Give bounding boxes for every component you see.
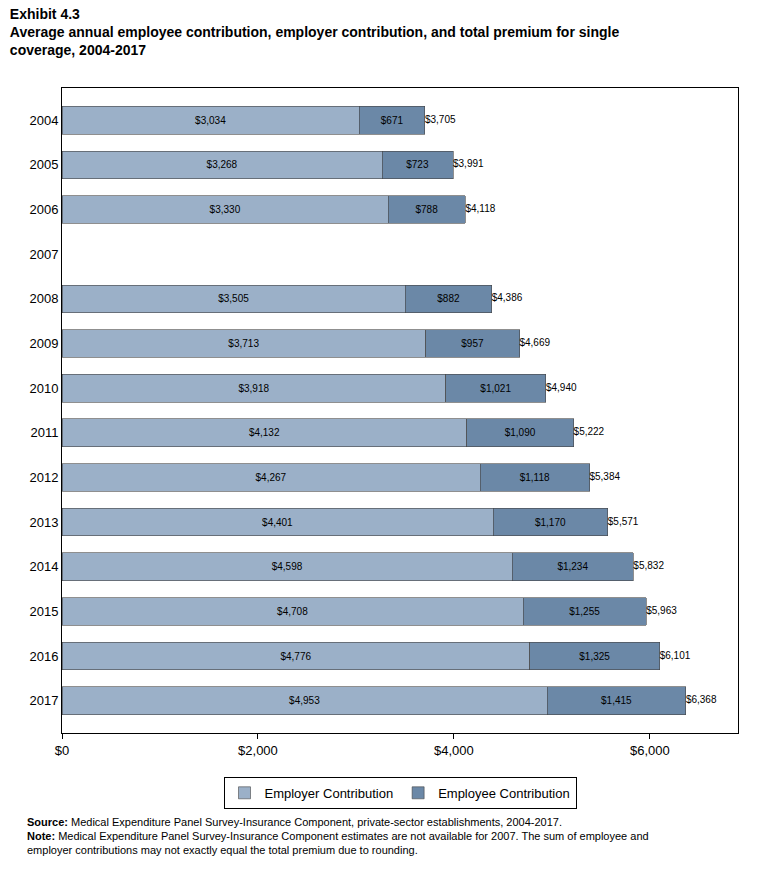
svg-text:2010: 2010 <box>29 381 58 396</box>
svg-text:$3,330: $3,330 <box>210 204 241 215</box>
svg-text:$1,021: $1,021 <box>480 383 511 394</box>
svg-text:2014: 2014 <box>29 559 58 574</box>
svg-text:2015: 2015 <box>29 604 58 619</box>
svg-text:$3,505: $3,505 <box>218 293 249 304</box>
svg-text:$3,034: $3,034 <box>195 115 226 126</box>
svg-text:$4,401: $4,401 <box>262 517 293 528</box>
svg-text:2008: 2008 <box>29 291 58 306</box>
svg-text:Employee Contribution: Employee Contribution <box>438 786 570 801</box>
svg-text:Exhibit 4.3Average annual empl: Exhibit 4.3Average annual employee contr… <box>10 6 620 58</box>
svg-text:2016: 2016 <box>29 649 58 664</box>
svg-text:2009: 2009 <box>29 336 58 351</box>
svg-text:$6,101: $6,101 <box>660 650 691 661</box>
svg-text:$3,991: $3,991 <box>453 158 484 169</box>
svg-text:Employer Contribution: Employer Contribution <box>265 786 394 801</box>
svg-text:$4,000: $4,000 <box>434 743 474 758</box>
svg-text:$4,708: $4,708 <box>277 606 308 617</box>
svg-text:$723: $723 <box>406 159 429 170</box>
svg-text:$5,963: $5,963 <box>646 605 677 616</box>
svg-text:2005: 2005 <box>29 157 58 172</box>
svg-text:$4,118: $4,118 <box>465 203 495 214</box>
svg-text:$1,170: $1,170 <box>535 517 566 528</box>
svg-text:$671: $671 <box>381 115 404 126</box>
svg-text:2007: 2007 <box>29 247 58 262</box>
svg-text:$4,776: $4,776 <box>280 651 311 662</box>
svg-text:$5,571: $5,571 <box>608 516 639 527</box>
svg-text:$2,000: $2,000 <box>238 743 278 758</box>
svg-text:2004: 2004 <box>29 113 58 128</box>
svg-text:$4,940: $4,940 <box>546 382 577 393</box>
svg-text:$5,384: $5,384 <box>589 471 620 482</box>
svg-text:$6,368: $6,368 <box>686 694 717 705</box>
svg-text:$6,000: $6,000 <box>630 743 670 758</box>
svg-text:$882: $882 <box>437 293 460 304</box>
svg-text:Source: Medical Expenditure Pa: Source: Medical Expenditure Panel Survey… <box>27 816 562 828</box>
svg-text:Note: Medical Expenditure Pane: Note: Medical Expenditure Panel Survey-I… <box>27 830 649 856</box>
svg-text:$4,598: $4,598 <box>272 561 303 572</box>
svg-text:2017: 2017 <box>29 693 58 708</box>
svg-text:2013: 2013 <box>29 515 58 530</box>
svg-text:$3,705: $3,705 <box>425 114 456 125</box>
svg-text:$3,918: $3,918 <box>238 383 269 394</box>
svg-text:2006: 2006 <box>29 202 58 217</box>
svg-text:2012: 2012 <box>29 470 58 485</box>
svg-text:$1,090: $1,090 <box>505 427 536 438</box>
svg-text:$1,234: $1,234 <box>557 561 588 572</box>
svg-text:$1,118: $1,118 <box>520 472 550 483</box>
svg-text:$4,953: $4,953 <box>289 695 320 706</box>
svg-text:$3,268: $3,268 <box>207 159 238 170</box>
svg-text:$788: $788 <box>415 204 438 215</box>
svg-text:2011: 2011 <box>30 425 58 440</box>
svg-text:$1,325: $1,325 <box>579 651 610 662</box>
svg-text:$4,267: $4,267 <box>256 472 287 483</box>
svg-text:$4,669: $4,669 <box>519 337 550 348</box>
svg-text:$1,415: $1,415 <box>601 695 632 706</box>
svg-text:$3,713: $3,713 <box>228 338 259 349</box>
svg-text:$5,222: $5,222 <box>574 426 605 437</box>
svg-text:$5,832: $5,832 <box>633 560 664 571</box>
svg-text:$4,386: $4,386 <box>492 292 523 303</box>
svg-text:$0: $0 <box>55 743 69 758</box>
svg-text:$1,255: $1,255 <box>569 606 600 617</box>
svg-text:$4,132: $4,132 <box>249 427 280 438</box>
svg-text:$957: $957 <box>461 338 484 349</box>
